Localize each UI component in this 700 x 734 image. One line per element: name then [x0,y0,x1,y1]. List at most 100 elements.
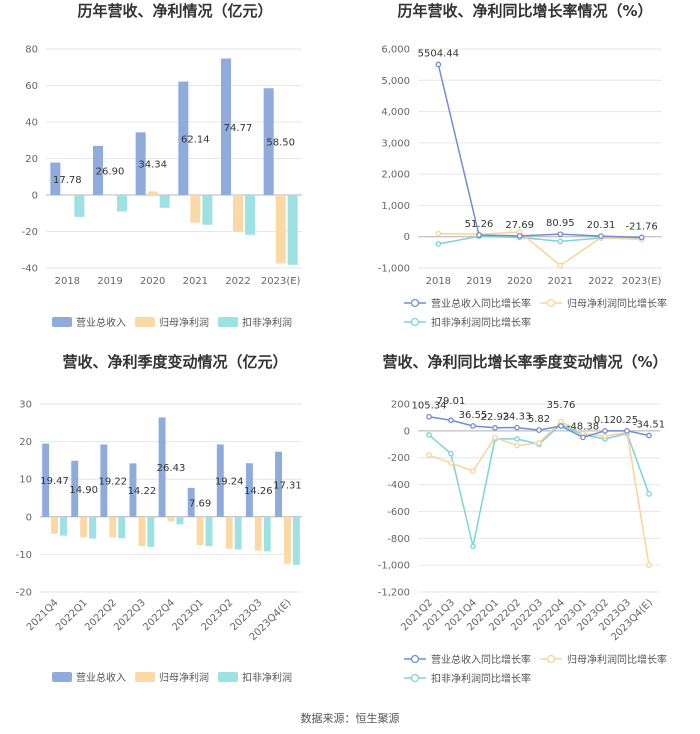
data-label: 79.01 [437,396,466,407]
legend-label: 营业总收入 [76,316,126,329]
chart-title: 历年营收、净利同比增长率情况（%） [397,2,652,20]
legend-label: 归母净利润 [159,316,209,329]
bar [51,516,59,534]
quarterly-growth-rate-chart: 营收、净利同比增长率季度变动情况（%） -1,200 -1,000 -800 -600 -… [378,353,668,685]
y-tick-label: 0 [404,232,410,243]
bar [93,145,103,195]
data-point [448,417,454,424]
data-point [536,427,542,433]
data-point [580,434,586,441]
x-tick-label: 2019 [466,276,491,287]
data-point [602,427,608,434]
data-point [557,238,564,245]
data-point [426,413,432,420]
x-tick-label: 2021 [183,276,208,287]
y-tick-label: 0 [404,426,410,437]
legend-label: 扣非净利润 [242,671,292,684]
x-tick-label: 2019 [97,276,122,287]
data-label: 20.31 [587,220,616,231]
data-point [476,232,482,238]
data-label: 7.69 [189,498,211,509]
y-tick-label: 3,000 [381,138,410,149]
data-point [426,432,432,438]
x-tick-label: 2023(E) [622,276,662,287]
data-label: 26.43 [157,463,186,474]
data-label: 14.26 [244,486,273,497]
data-point [558,418,564,425]
data-label: 17.78 [53,175,82,186]
y-tick-label: -600 [387,507,410,518]
y-tick-label: 0 [26,512,32,523]
bar [190,195,201,223]
legend-marker [410,317,420,327]
data-label: -34.51 [633,419,665,430]
bar [225,516,233,549]
y-tick-label: 20 [25,154,38,165]
legend-swatch [135,672,155,682]
x-tick-label: 2022 [588,276,613,287]
y-tick-label: 2,000 [381,170,410,181]
annual-revenue-profit-chart: 历年营收、净利情况（亿元） -40 -20 0 20 40 60 80 2018 2019 2020… [22,2,302,329]
legend-marker [546,654,556,664]
bar [118,516,126,539]
bar [275,195,286,264]
data-point [646,432,652,439]
data-point [448,460,454,466]
bar [202,195,213,225]
data-label: 80.95 [546,218,575,229]
y-tick-label: -1,000 [378,561,410,572]
data-label: 51.26 [465,219,494,230]
series-line [437,64,642,239]
data-label: 74.77 [224,123,253,134]
legend-swatch [218,672,238,682]
x-tick-label: 2018 [426,276,451,287]
data-label: 14.22 [128,486,157,497]
data-point [435,61,442,68]
y-tick-label: -20 [22,227,38,238]
y-tick-label: -200 [387,453,410,464]
y-tick-label: -1,200 [378,588,410,599]
data-point [557,231,564,238]
x-tick-label: 2020 [140,276,165,287]
y-tick-label: 5,000 [381,76,410,87]
chart-title: 营收、净利季度变动情况（亿元） [62,353,287,371]
bar [135,132,146,195]
bar [167,516,175,522]
chart-title: 营收、净利同比增长率季度变动情况（%） [382,353,667,371]
data-point [435,241,442,247]
bar [138,516,146,547]
bar [205,516,213,547]
y-tick-label: -40 [22,264,38,275]
annual-growth-rate-chart: 历年营收、净利同比增长率情况（%） -1,000 0 1,000 2,000 3,000 4… [378,2,667,329]
legend-label: 扣非净利润 [242,316,292,329]
bar [74,195,85,217]
data-label: 5.82 [528,414,550,425]
bar [62,195,73,196]
data-point [646,562,652,568]
data-point [426,452,432,458]
chart-title: 历年营收、净利情况（亿元） [77,2,272,20]
bar [50,162,61,195]
y-tick-label: -20 [16,588,32,599]
legend-label: 营业总收入 [76,671,126,684]
data-label: 36.55 [459,410,488,421]
y-tick-label: 6,000 [381,45,410,56]
legend-label: 营业总收入同比增长率 [431,653,531,666]
bar [178,81,189,195]
bar [100,444,108,517]
y-tick-label: -1,000 [378,264,410,275]
legend-swatch [218,317,238,327]
legend-marker [410,298,420,308]
y-tick-label: 4,000 [381,107,410,118]
data-label: -48.38 [567,421,599,432]
y-tick-label: -800 [387,534,410,545]
data-label: 19.22 [98,477,127,488]
bar [187,487,195,517]
data-label: 17.31 [273,480,302,491]
bar [234,516,242,550]
legend-label: 营业总收入同比增长率 [431,297,531,310]
bar [292,516,300,565]
y-tick-label: 200 [391,400,410,411]
bar [275,451,282,517]
data-point [470,423,476,429]
